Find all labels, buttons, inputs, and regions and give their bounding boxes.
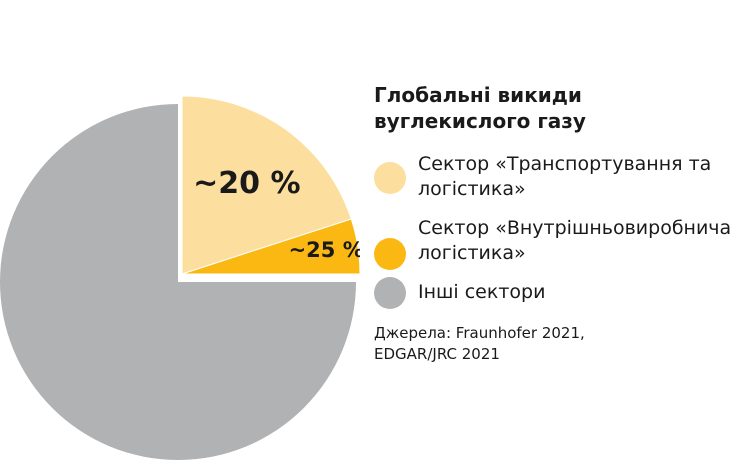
pie-chart: ~20 % ~25 % xyxy=(0,95,360,460)
legend: Глобальні викиди вуглекислого газу Секто… xyxy=(374,82,744,365)
pie-slice-label-0: ~20 % xyxy=(193,166,300,201)
legend-swatch-intralogistics xyxy=(374,238,406,270)
pie-slice-0 xyxy=(181,95,352,275)
legend-swatch-transport xyxy=(374,162,406,194)
pie-slice-2 xyxy=(0,104,356,460)
legend-label-other: Інші сектори xyxy=(418,281,546,303)
pie-slice-label-1: ~25 % xyxy=(289,238,360,262)
legend-item-other: Інші сектори xyxy=(374,277,744,309)
source-note: Джерела: Fraunhofer 2021, EDGAR/JRC 2021 xyxy=(374,324,585,363)
legend-label-intralogistics: Сектор «Внутрішньовиробнича логістика» xyxy=(418,217,732,264)
chart-title: Глобальні викиди вуглекислого газу xyxy=(374,83,586,133)
legend-item-transport: Сектор «Транспортування та логістика» xyxy=(374,152,744,202)
legend-item-intralogistics: Сектор «Внутрішньовиробнича логістика» xyxy=(374,216,744,270)
legend-swatch-other xyxy=(374,277,406,309)
legend-label-transport: Сектор «Транспортування та логістика» xyxy=(418,153,712,200)
